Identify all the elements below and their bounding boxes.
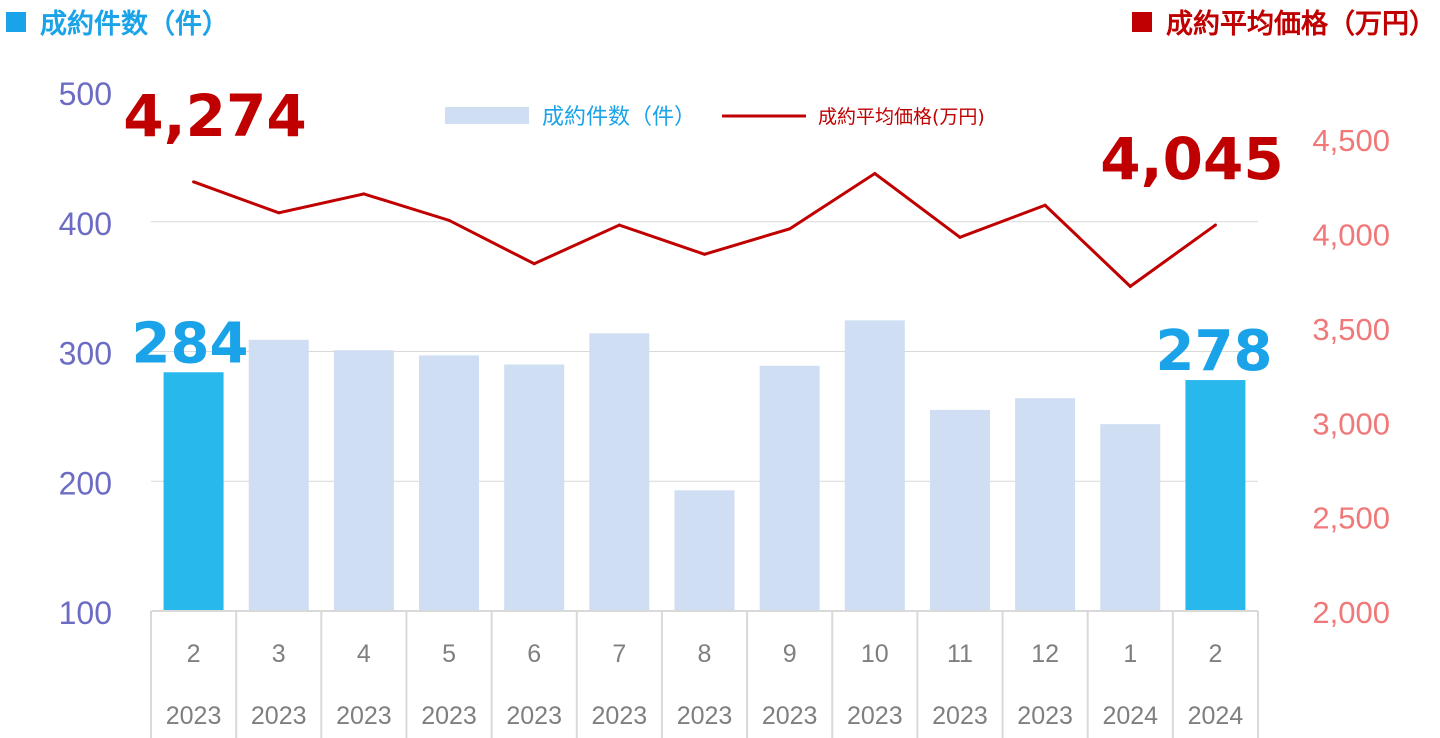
data-label: 4,274 (123, 82, 306, 150)
line-point (703, 252, 706, 256)
category-year-label: 2023 (251, 702, 307, 730)
line-point (1213, 223, 1217, 227)
data-label: 284 (132, 311, 249, 376)
line-point (362, 192, 366, 196)
category-month-label: 9 (783, 640, 797, 668)
bar (419, 355, 480, 611)
right-header-square-icon (1132, 12, 1152, 32)
right-axis-tick-label: 2,000 (1312, 595, 1390, 630)
bar (929, 409, 990, 611)
right-axis-header: 成約平均価格（万円） (1132, 2, 1436, 41)
legend-line-label: 成約平均価格(万円) (818, 106, 985, 128)
category-year-label: 2023 (677, 702, 733, 730)
category-month-label: 2 (1208, 640, 1222, 668)
left-axis-tick-label: 300 (59, 336, 112, 372)
bar-series (163, 320, 1246, 611)
bar (589, 333, 650, 611)
bar (504, 364, 565, 611)
category-year-label: 2024 (1102, 702, 1158, 730)
category-year-label: 2023 (1017, 702, 1073, 730)
category-year-label: 2024 (1188, 702, 1244, 730)
left-axis-tick-label: 100 (59, 595, 112, 631)
right-axis-tick-label: 4,500 (1312, 123, 1390, 158)
bar (333, 350, 394, 611)
legend: 成約件数（件） 成約平均価格(万円) (445, 105, 985, 130)
line-point (788, 227, 792, 231)
category-month-label: 7 (612, 640, 626, 668)
bar (1185, 380, 1246, 611)
bar (1015, 398, 1076, 611)
category-month-label: 6 (527, 640, 541, 668)
category-month-label: 10 (861, 640, 889, 668)
line-point (447, 218, 451, 222)
line-point (1128, 284, 1132, 288)
category-month-label: 11 (947, 640, 973, 668)
line-series (192, 171, 1217, 289)
category-year-label: 2023 (932, 702, 988, 730)
line-point (617, 223, 621, 227)
category-year-label: 2023 (847, 702, 903, 730)
left-axis-tick-label: 400 (59, 206, 112, 242)
category-year-label: 2023 (762, 702, 818, 730)
category-month-label: 8 (698, 640, 712, 668)
line-point (873, 172, 877, 176)
bar (163, 372, 224, 611)
category-year-label: 2023 (592, 702, 648, 730)
category-month-label: 1 (1123, 640, 1137, 668)
category-year-label: 2023 (336, 702, 392, 730)
category-month-label: 2 (187, 640, 201, 668)
category-year-label: 2023 (421, 702, 477, 730)
gridlines (151, 221, 1258, 482)
line-point (277, 211, 281, 215)
bar (1100, 424, 1161, 611)
category-month-label: 4 (357, 640, 371, 668)
data-label: 278 (1156, 319, 1273, 384)
data-labels: 284 278 4,274 4,045 (123, 82, 1283, 384)
category-month-label: 3 (272, 640, 286, 668)
price-line (193, 171, 1217, 289)
category-month-label: 5 (442, 640, 456, 668)
right-axis-tick-label: 3,000 (1312, 406, 1390, 441)
bar (844, 320, 905, 611)
line-point (532, 262, 536, 266)
line-point (958, 235, 962, 239)
left-axis-header: 成約件数（件） (6, 2, 229, 41)
bar (248, 339, 309, 611)
bar (759, 365, 820, 611)
right-axis-tick-label: 3,500 (1312, 312, 1390, 347)
category-year-label: 2023 (506, 702, 562, 730)
axes: 100 200 300 400 500 2,000 2,500 3,000 3,500 4,000… (59, 76, 1390, 738)
legend-bar-swatch (445, 107, 529, 124)
left-axis-tick-label: 500 (59, 76, 112, 112)
line-point (192, 180, 196, 184)
category-year-label: 2023 (166, 702, 222, 730)
category-month-label: 12 (1031, 640, 1059, 668)
data-label: 4,045 (1100, 125, 1283, 193)
line-point (1043, 203, 1047, 207)
legend-bar-label: 成約件数（件） (542, 105, 696, 130)
right-axis-tick-label: 2,500 (1312, 501, 1390, 536)
left-header-square-icon (6, 12, 26, 32)
bar (674, 490, 735, 611)
left-header-label: 成約件数（件） (40, 9, 229, 40)
left-axis-tick-label: 200 (59, 465, 112, 501)
right-header-label: 成約平均価格（万円） (1166, 9, 1436, 40)
right-axis-tick-label: 4,000 (1312, 218, 1390, 253)
